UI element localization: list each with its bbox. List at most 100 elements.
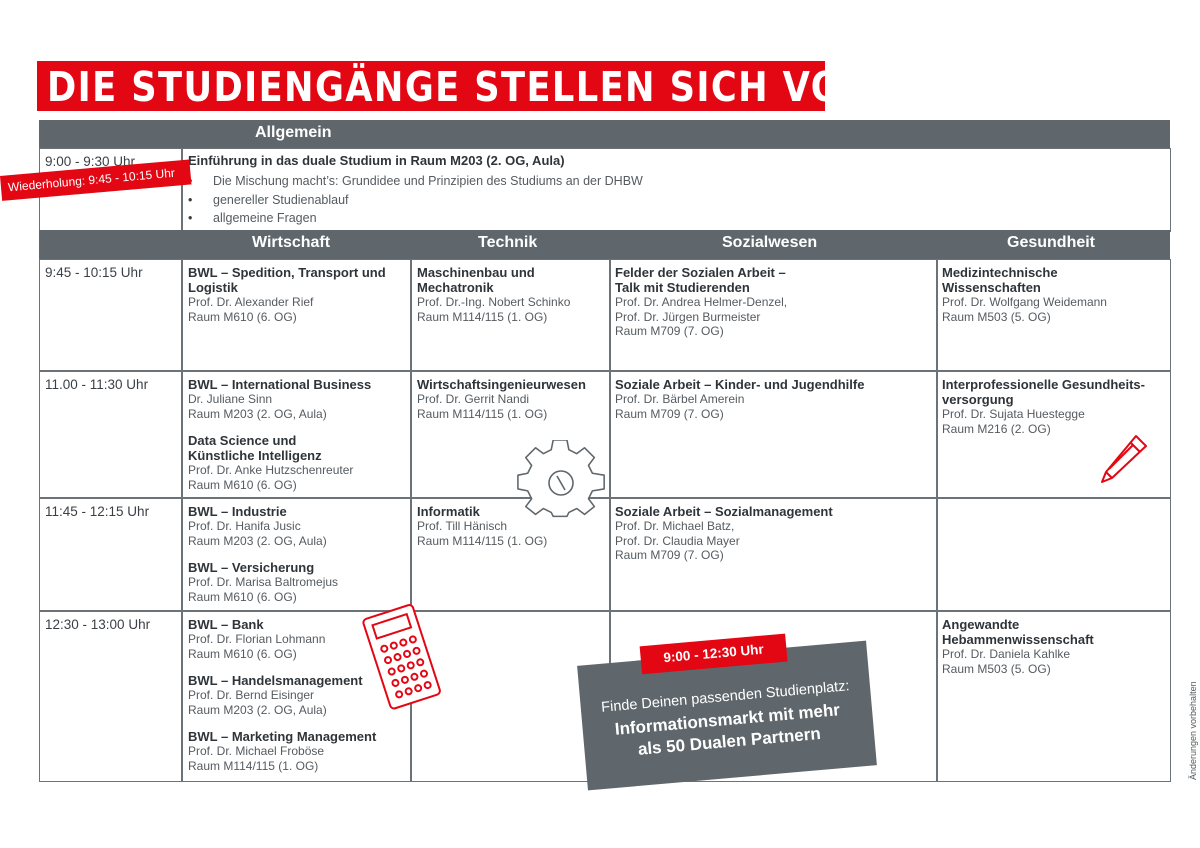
- course-title: BWL – Bank: [188, 617, 264, 632]
- course-room: Raum M610 (6. OG): [188, 589, 297, 604]
- columns-header: Wirtschaft Technik Sozialwesen Gesundhei…: [39, 230, 1170, 260]
- course-cell: Maschinenbau und Mechatronik Prof. Dr.-I…: [417, 265, 570, 324]
- course-title: versorgung: [942, 392, 1014, 407]
- column-label-wirtschaft: Wirtschaft: [252, 234, 331, 251]
- course-title: BWL – Spedition, Transport und: [188, 265, 386, 280]
- grid-col-line: [410, 259, 412, 782]
- column-label-technik: Technik: [478, 234, 538, 251]
- general-header: Allgemein: [39, 120, 1170, 149]
- course-title: Soziale Arbeit – Kinder- und Jugendhilfe: [615, 377, 865, 392]
- course-lecturer: Prof. Dr. Wolfgang Weidemann: [942, 295, 1107, 309]
- course-title: Logistik: [188, 280, 238, 295]
- column-label-sozialwesen: Sozialwesen: [722, 234, 818, 251]
- grid-col-line: [936, 259, 938, 782]
- course-title: Data Science und: [188, 433, 297, 448]
- slot-time: 12:30 - 13:00 Uhr: [45, 617, 151, 632]
- course-title: Wissenschaften: [942, 280, 1041, 295]
- course-title: BWL – Handelsmanagement: [188, 673, 363, 688]
- course-cell: Soziale Arbeit – Kinder- und Jugendhilfe…: [615, 377, 864, 421]
- course-room: Raum M203 (2. OG, Aula): [188, 533, 327, 548]
- course-title: Informatik: [417, 504, 480, 519]
- course-title: BWL – Versicherung: [188, 560, 315, 575]
- course-title: BWL – Industrie: [188, 504, 287, 519]
- course-cell: Soziale Arbeit – Sozialmanagement Prof. …: [615, 504, 833, 563]
- course-cell: Medizintechnische Wissenschaften Prof. D…: [942, 265, 1107, 324]
- course-lecturer: Prof. Till Hänisch: [417, 519, 508, 533]
- slot-time: 11:45 - 12:15 Uhr: [45, 504, 150, 519]
- info-market-card: 9:00 - 12:30 Uhr Finde Deinen passenden …: [577, 633, 877, 791]
- course-title: Maschinenbau und: [417, 265, 535, 280]
- course-title: Talk mit Studierenden: [615, 280, 750, 295]
- course-title: BWL – Marketing Management: [188, 729, 377, 744]
- pencil-icon: [1098, 432, 1150, 486]
- bullet-item: Die Mischung macht’s: Grundidee und Prin…: [188, 172, 643, 191]
- course-lecturer: Prof. Dr.-Ing. Nobert Schinko: [417, 295, 571, 309]
- course-room: Raum M709 (7. OG): [615, 406, 724, 421]
- side-note: Änderungen vorbehalten: [1188, 681, 1198, 780]
- course-title: Künstliche Intelligenz: [188, 448, 322, 463]
- course-room: Raum M610 (6. OG): [188, 646, 297, 661]
- course-lecturer: Prof. Dr. Anke Hutzschenreuter: [188, 463, 354, 477]
- course-room: Raum M503 (5. OG): [942, 661, 1051, 676]
- course-room: Raum M114/115 (1. OG): [417, 406, 548, 421]
- course-title: Angewandte: [942, 617, 1020, 632]
- general-divider: [181, 148, 183, 232]
- general-title: Einführung in das duale Studium in Raum …: [188, 153, 565, 168]
- course-lecturer: Prof. Dr. Gerrit Nandi: [417, 392, 530, 406]
- course-cell: BWL – Spedition, Transport und Logistik …: [188, 265, 386, 324]
- course-cell: BWL – Industrie Prof. Dr. Hanifa Jusic R…: [188, 504, 338, 604]
- course-lecturer: Prof. Dr. Bernd Eisinger: [188, 688, 315, 702]
- course-cell: Felder der Sozialen Arbeit – Talk mit St…: [615, 265, 787, 339]
- bullet-item: allgemeine Fragen: [188, 209, 643, 228]
- course-title: Felder der Sozialen Arbeit –: [615, 265, 786, 280]
- course-lecturer: Prof. Dr. Andrea Helmer-Denzel,: [615, 295, 788, 309]
- bullet-item: genereller Studienablauf: [188, 191, 643, 210]
- course-lecturer: Prof. Dr. Hanifa Jusic: [188, 519, 301, 533]
- gear-icon: [514, 439, 610, 522]
- course-title: Wirtschaftsingenieurwesen: [417, 377, 586, 392]
- course-cell: Informatik Prof. Till Hänisch Raum M114/…: [417, 504, 547, 548]
- course-room: Raum M216 (2. OG): [942, 421, 1051, 436]
- column-label-gesundheit: Gesundheit: [1007, 234, 1096, 251]
- course-room: Raum M610 (6. OG): [188, 309, 297, 324]
- course-lecturer: Prof. Dr. Michael Batz,: [615, 519, 735, 533]
- course-lecturer: Prof. Dr. Jürgen Burmeister: [615, 309, 761, 324]
- course-title: Hebammenwissenschaft: [942, 632, 1094, 647]
- course-lecturer: Prof. Dr. Michael Froböse: [188, 744, 325, 758]
- course-room: Raum M203 (2. OG, Aula): [188, 406, 327, 421]
- grid-row-line: [39, 610, 1171, 612]
- course-lecturer: Dr. Juliane Sinn: [188, 392, 273, 406]
- general-bullets: Die Mischung macht’s: Grundidee und Prin…: [188, 172, 643, 228]
- course-room: Raum M503 (5. OG): [942, 309, 1051, 324]
- grid-row-line: [39, 370, 1171, 372]
- course-cell: Angewandte Hebammenwissenschaft Prof. Dr…: [942, 617, 1094, 676]
- course-lecturer: Prof. Dr. Marisa Baltromejus: [188, 575, 339, 589]
- course-lecturer: Prof. Dr. Alexander Rief: [188, 295, 314, 309]
- title-banner: DIE STUDIENGÄNGE STELLEN SICH VOR!: [37, 61, 887, 111]
- course-lecturer: Prof. Dr. Florian Lohmann: [188, 632, 326, 646]
- course-title: Soziale Arbeit – Sozialmanagement: [615, 504, 833, 519]
- course-room: Raum M114/115 (1. OG): [417, 533, 548, 548]
- grid-col-line: [181, 259, 183, 782]
- course-lecturer: Prof. Dr. Daniela Kahlke: [942, 647, 1071, 661]
- grid-row-line: [39, 497, 1171, 499]
- course-lecturer: Prof. Dr. Claudia Mayer: [615, 533, 740, 548]
- course-title: Mechatronik: [417, 280, 494, 295]
- course-title: Medizintechnische: [942, 265, 1058, 280]
- course-room: Raum M709 (7. OG): [615, 548, 724, 562]
- course-cell: Interprofessionelle Gesundheits- versorg…: [942, 377, 1145, 436]
- grid-col-line: [609, 259, 611, 782]
- course-title: Interprofessionelle Gesundheits-: [942, 377, 1145, 392]
- course-room: Raum M114/115 (1. OG): [188, 758, 319, 773]
- course-room: Raum M709 (7. OG): [615, 324, 724, 338]
- course-lecturer: Prof. Dr. Sujata Huestegge: [942, 407, 1085, 421]
- course-room: Raum M114/115 (1. OG): [417, 309, 548, 324]
- course-cell: Wirtschaftsingenieurwesen Prof. Dr. Gerr…: [417, 377, 586, 421]
- slot-time: 9:45 - 10:15 Uhr: [45, 265, 143, 280]
- page-title: DIE STUDIENGÄNGE STELLEN SICH VOR!: [47, 63, 889, 111]
- calculator-icon: [356, 604, 446, 712]
- course-cell: BWL – Bank Prof. Dr. Florian Lohmann Rau…: [188, 617, 376, 773]
- course-room: Raum M203 (2. OG, Aula): [188, 702, 327, 717]
- course-lecturer: Prof. Dr. Bärbel Amerein: [615, 392, 745, 406]
- general-header-label: Allgemein: [255, 124, 332, 141]
